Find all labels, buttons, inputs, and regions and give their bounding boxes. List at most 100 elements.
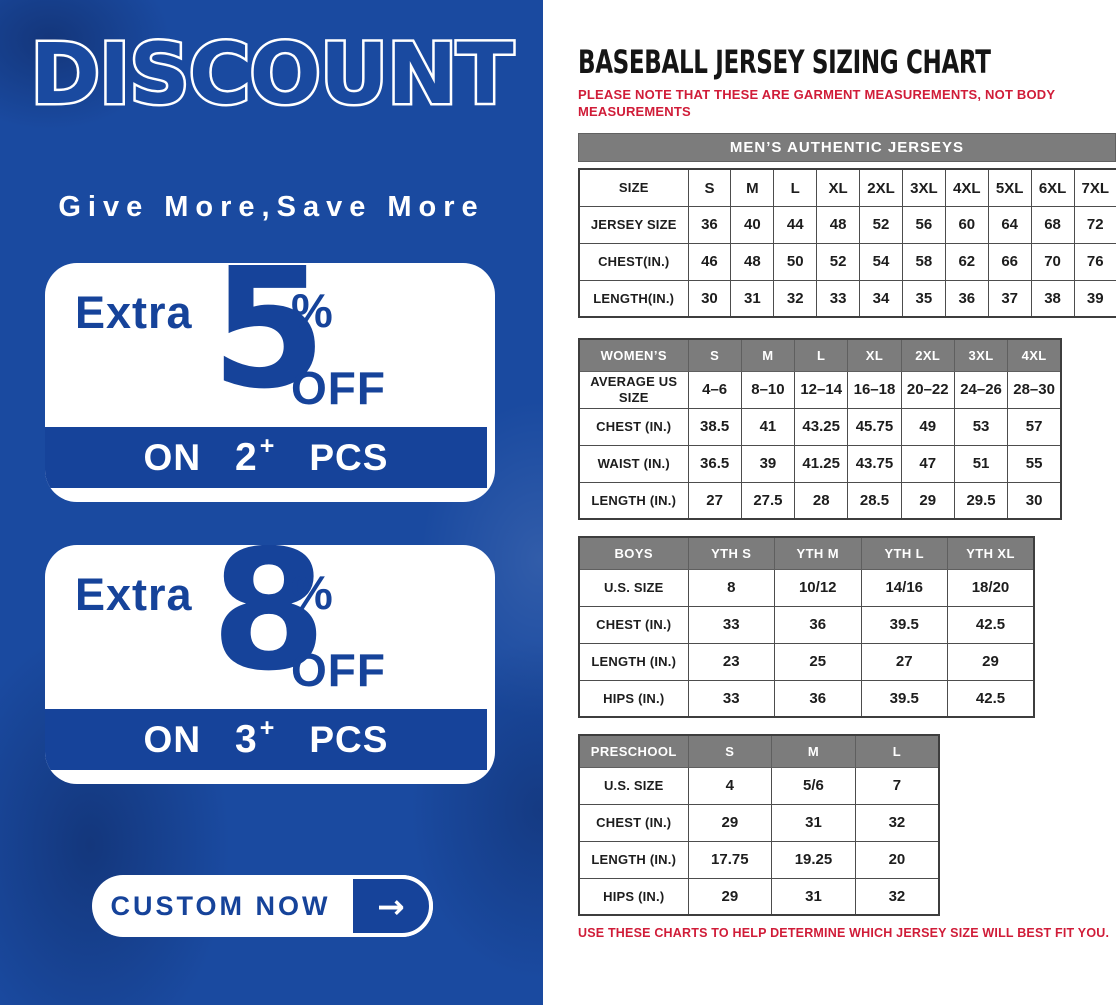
table-cell: 36 bbox=[687, 205, 732, 244]
off-label: OFF bbox=[291, 362, 386, 414]
plus-sign: + bbox=[259, 713, 276, 742]
table-cell: 48 bbox=[816, 205, 861, 244]
table-cell: 57 bbox=[1007, 407, 1062, 446]
pcs-label: PCS bbox=[309, 718, 389, 760]
table-cell: 48 bbox=[730, 242, 775, 281]
row-label: CHEST (IN.) bbox=[578, 605, 689, 644]
table-cell: XL bbox=[816, 168, 861, 207]
table-row: SIZE S M L XL 2XL 3XL 4XL 5XL 6XL 7XL bbox=[578, 168, 1116, 207]
table-col-header: S bbox=[687, 734, 773, 768]
table-cell: 29.5 bbox=[953, 481, 1009, 520]
table-cell: 3XL bbox=[901, 168, 946, 207]
womens-sizing-table: WOMEN’S S M L XL 2XL 3XL 4XL AVERAGE US SIZE 4–6 8… bbox=[578, 338, 1062, 521]
plus-sign: + bbox=[259, 431, 276, 460]
percent-sign: % bbox=[291, 284, 333, 337]
table-group-label: WOMEN’S bbox=[578, 338, 689, 372]
fit-advice-note: USE THESE CHARTS TO HELP DETERMINE WHICH… bbox=[578, 926, 1110, 941]
row-label: LENGTH (IN.) bbox=[578, 642, 689, 681]
right-arrow-icon: → bbox=[349, 875, 433, 937]
table-cell: 7XL bbox=[1073, 168, 1116, 207]
offer-card-8-percent: Extra 8 % OFF ON 3 + PCS bbox=[45, 545, 495, 784]
table-cell: 25 bbox=[774, 642, 862, 681]
table-header-row: BOYS YTH S YTH M YTH L YTH XL bbox=[578, 536, 1035, 570]
table-cell: 58 bbox=[901, 242, 946, 281]
table-cell: 32 bbox=[854, 803, 940, 842]
table-cell: 52 bbox=[816, 242, 861, 281]
percent-sign: % bbox=[291, 566, 333, 619]
row-label: AVERAGE US SIZE bbox=[578, 370, 689, 409]
row-label: U.S. SIZE bbox=[578, 568, 689, 607]
table-row: U.S. SIZE 8 10/12 14/16 18/20 bbox=[578, 568, 1035, 607]
sizing-chart-panel: BASEBALL JERSEY SIZING CHART PLEASE NOTE… bbox=[543, 0, 1116, 1005]
table-cell: 27.5 bbox=[740, 481, 796, 520]
table-col-header: S bbox=[687, 338, 742, 372]
table-col-header: M bbox=[771, 734, 856, 768]
table-cell: 2XL bbox=[859, 168, 903, 207]
table-cell: 70 bbox=[1030, 242, 1075, 281]
offer-prefix: Extra bbox=[75, 287, 193, 338]
offer-percent-off: % OFF bbox=[291, 569, 386, 693]
pcs-label: PCS bbox=[309, 436, 389, 478]
row-label: LENGTH (IN.) bbox=[578, 481, 689, 520]
page-title: BASEBALL JERSEY SIZING CHART bbox=[578, 43, 991, 81]
table-cell: 24–26 bbox=[953, 370, 1009, 409]
table-cell: 33 bbox=[687, 605, 775, 644]
quantity-value: 3 bbox=[235, 717, 258, 761]
quantity: 3 + bbox=[235, 714, 275, 762]
table-col-header: YTH M bbox=[774, 536, 862, 570]
offer-percent-off: % OFF bbox=[291, 287, 386, 411]
preschool-sizing-table: PRESCHOOL S M L U.S. SIZE 4 5/6 7 CHEST (IN.) 29 3… bbox=[578, 734, 940, 917]
table-cell: 36 bbox=[774, 679, 862, 718]
table-cell: 23 bbox=[687, 642, 775, 681]
table-row: CHEST (IN.) 38.5 41 43.25 45.75 49 53 57 bbox=[578, 407, 1062, 446]
table-cell: 28–30 bbox=[1007, 370, 1062, 409]
table-cell: 18/20 bbox=[947, 568, 1035, 607]
table-cell: 47 bbox=[900, 444, 955, 483]
offer-prefix: Extra bbox=[75, 569, 193, 620]
table-cell: 31 bbox=[771, 803, 856, 842]
table-col-header: 3XL bbox=[953, 338, 1009, 372]
table-cell: 28.5 bbox=[847, 481, 902, 520]
row-label: CHEST (IN.) bbox=[578, 803, 689, 842]
table-col-header: 2XL bbox=[900, 338, 955, 372]
table-cell: 32 bbox=[773, 279, 818, 318]
discount-banner: DISCOUNT Give More,Save More Extra 5 % O… bbox=[0, 0, 543, 1005]
table-cell: 44 bbox=[773, 205, 818, 244]
table-cell: 54 bbox=[859, 242, 903, 281]
table-cell: 12–14 bbox=[794, 370, 849, 409]
table-row: JERSEY SIZE 36 40 44 48 52 56 60 64 68 72 bbox=[578, 205, 1116, 244]
row-label: CHEST(IN.) bbox=[578, 242, 689, 281]
table-cell: 8–10 bbox=[740, 370, 796, 409]
table-cell: 43.75 bbox=[847, 444, 902, 483]
offer-condition-bar: ON 2 + PCS bbox=[45, 427, 487, 488]
table-row: HIPS (IN.) 33 36 39.5 42.5 bbox=[578, 679, 1035, 718]
offer-value: 5 bbox=[211, 263, 327, 426]
table-cell: 39 bbox=[740, 444, 796, 483]
table-cell: 42.5 bbox=[947, 605, 1035, 644]
row-label: CHEST (IN.) bbox=[578, 407, 689, 446]
offer-condition-bar: ON 3 + PCS bbox=[45, 709, 487, 770]
table-cell: 35 bbox=[901, 279, 946, 318]
table-cell: 5/6 bbox=[771, 766, 856, 805]
off-label: OFF bbox=[291, 644, 386, 696]
discount-tagline: Give More,Save More bbox=[58, 191, 485, 223]
table-cell: 4 bbox=[687, 766, 773, 805]
discount-headline: DISCOUNT bbox=[28, 23, 516, 124]
table-cell: 28 bbox=[794, 481, 849, 520]
table-cell: 43.25 bbox=[794, 407, 849, 446]
table-cell: 4–6 bbox=[687, 370, 742, 409]
table-cell: 39 bbox=[1073, 279, 1116, 318]
table-col-header: M bbox=[740, 338, 796, 372]
table-cell: 19.25 bbox=[771, 840, 856, 879]
table-row: CHEST (IN.) 33 36 39.5 42.5 bbox=[578, 605, 1035, 644]
custom-now-label: CUSTOM NOW bbox=[110, 890, 331, 921]
table-cell: 17.75 bbox=[687, 840, 773, 879]
on-label: ON bbox=[143, 436, 202, 478]
row-label: WAIST (IN.) bbox=[578, 444, 689, 483]
table-cell: 10/12 bbox=[774, 568, 862, 607]
table-cell: 30 bbox=[1007, 481, 1062, 520]
mens-sizing-table: SIZE S M L XL 2XL 3XL 4XL 5XL 6XL 7XL JERSEY SIZE 36… bbox=[578, 168, 1116, 319]
table-cell: 55 bbox=[1007, 444, 1062, 483]
custom-now-button[interactable]: CUSTOM NOW → bbox=[92, 875, 433, 937]
